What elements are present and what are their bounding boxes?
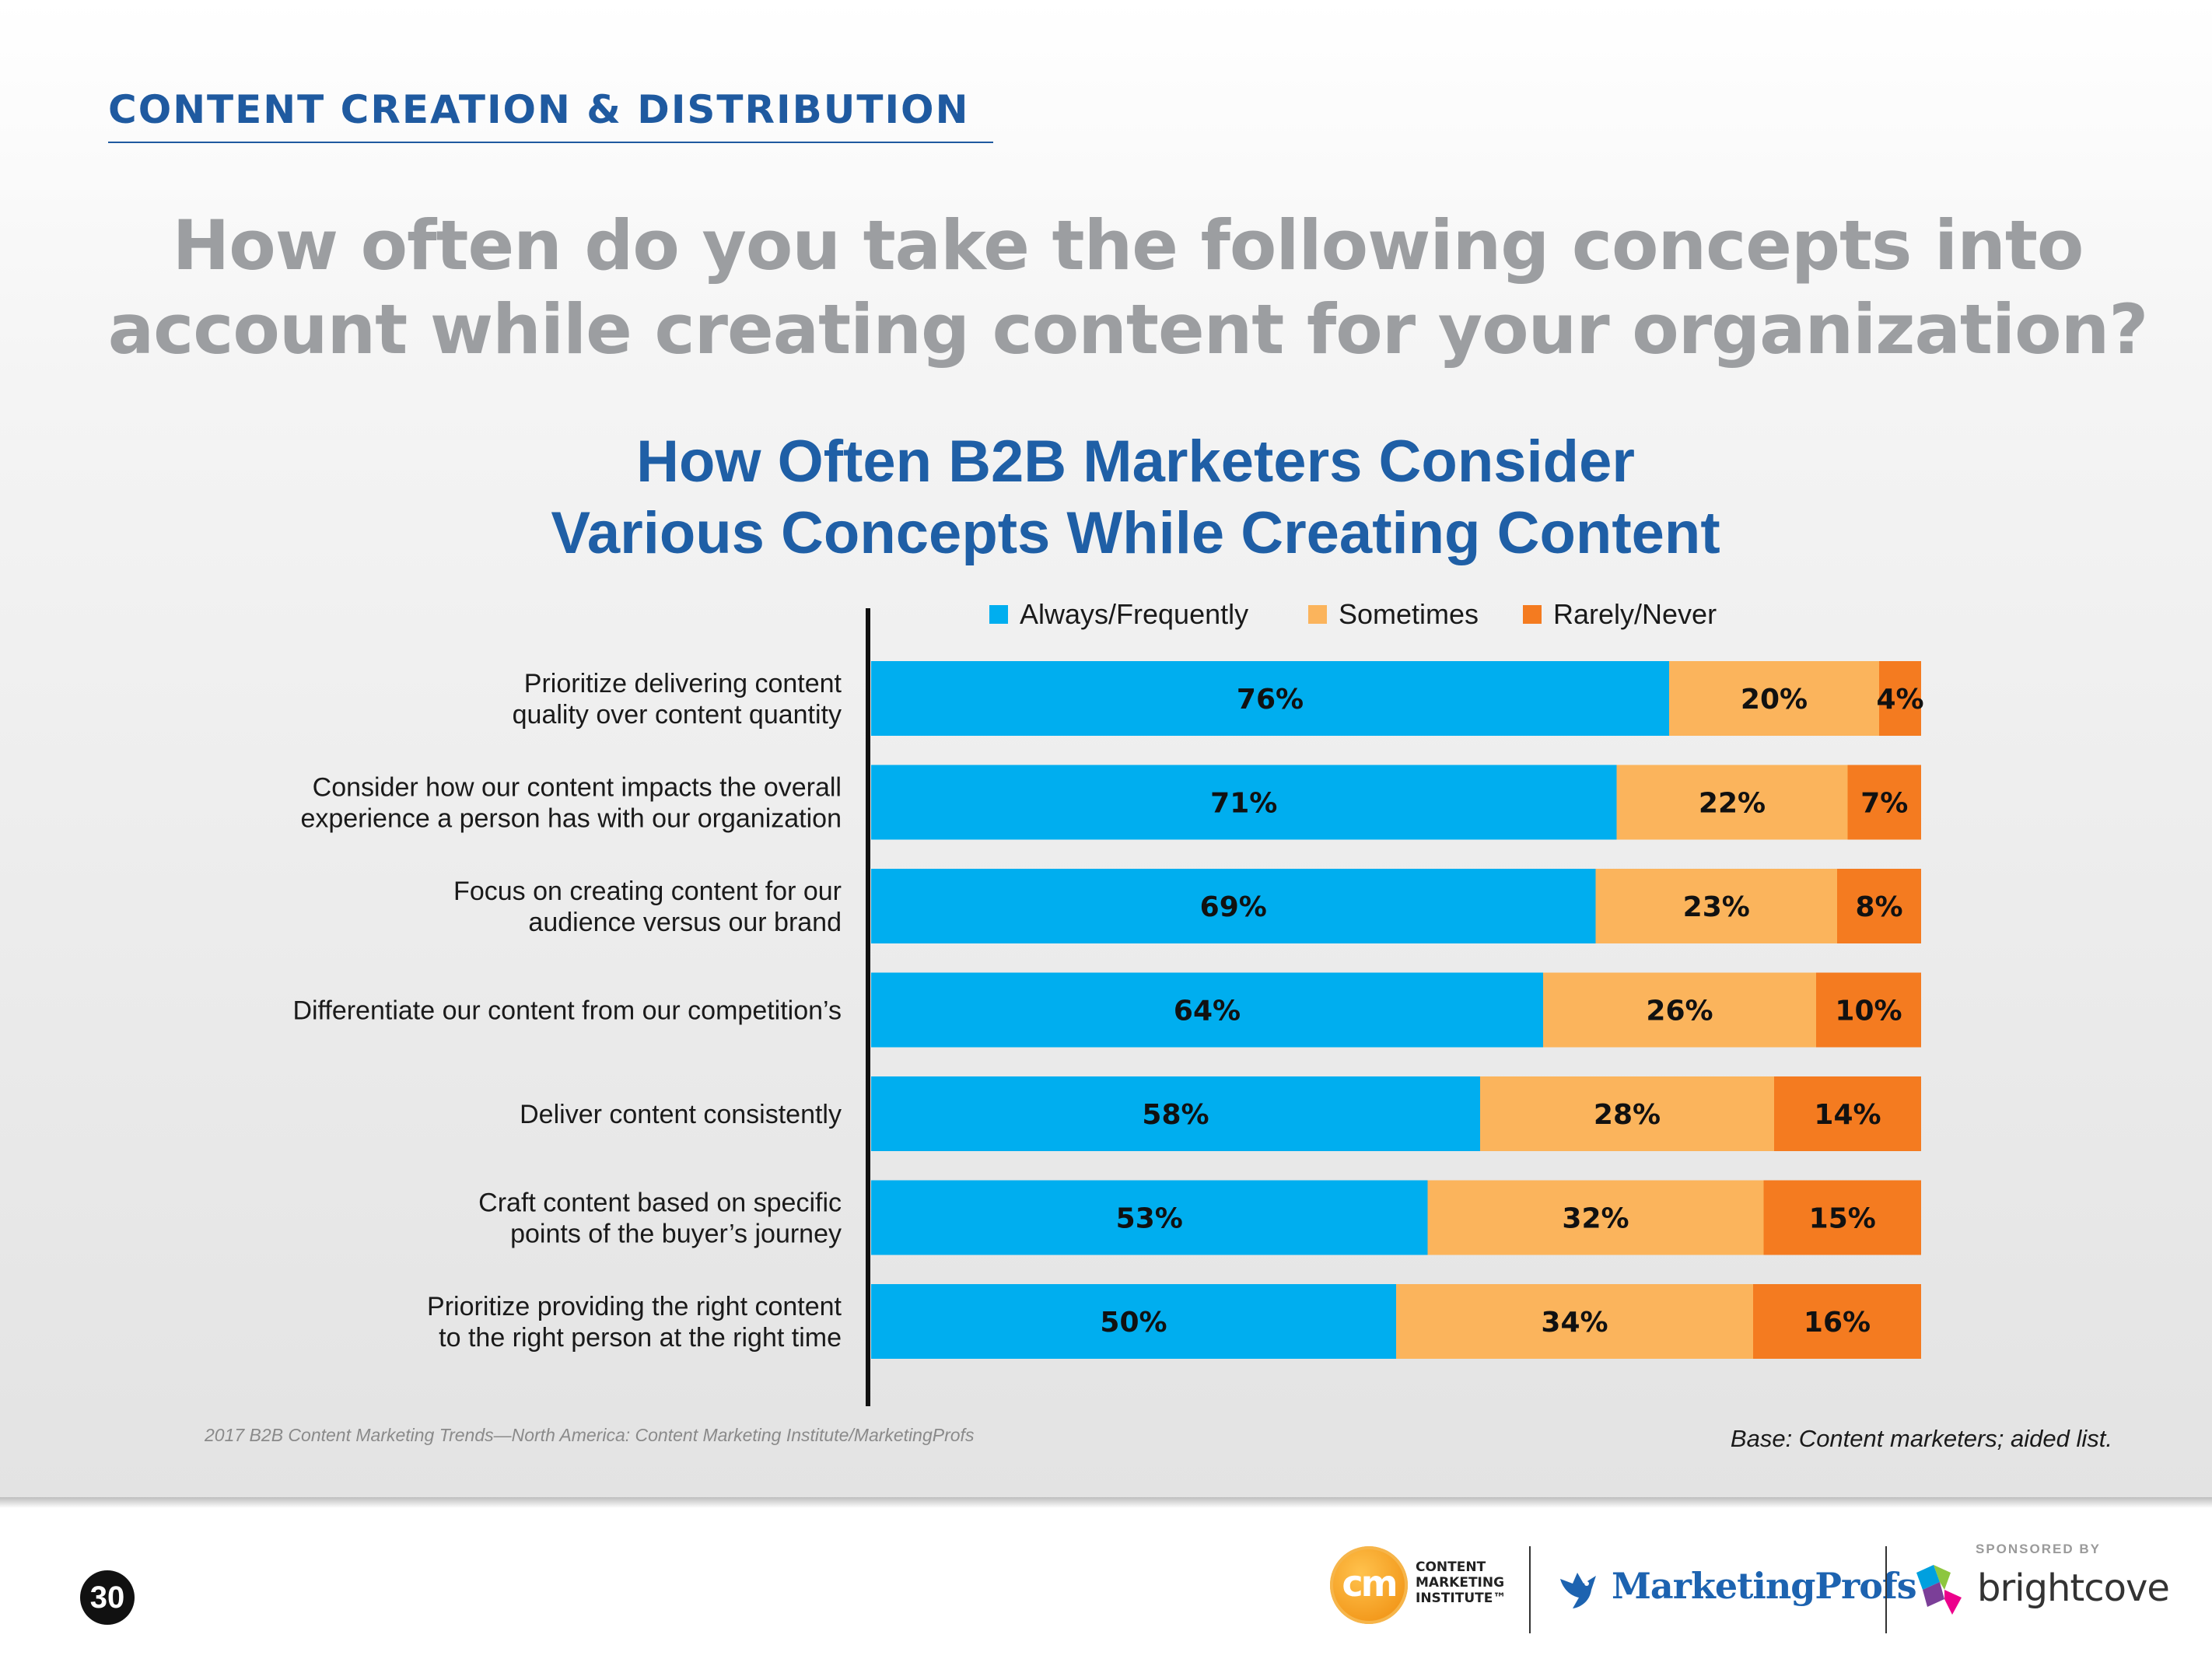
bar-segment	[871, 1076, 1480, 1151]
legend-label: Sometimes	[1339, 598, 1479, 630]
data-label: 8%	[1855, 891, 1902, 923]
bar-segment	[871, 869, 1596, 943]
bar-segment	[1763, 1180, 1921, 1255]
cmi-logo: cm CONTENT MARKETING INSTITUTE™	[1330, 1544, 1524, 1629]
survey-question-line2: account while creating content for your …	[107, 289, 2149, 369]
bar-segment	[1396, 1284, 1753, 1359]
data-label: 28%	[1594, 1099, 1661, 1131]
category-label: audience versus our brand	[528, 908, 842, 937]
category-label: Consider how our content impacts the ove…	[313, 773, 842, 803]
section-title-underline	[108, 142, 993, 143]
data-label: 32%	[1562, 1203, 1629, 1235]
bar-segment	[871, 661, 1669, 736]
category-label: Prioritize providing the right content	[427, 1292, 842, 1321]
bar-segment	[1480, 1076, 1774, 1151]
legend-label: Always/Frequently	[1020, 598, 1248, 630]
bar-segment	[1427, 1180, 1764, 1255]
legend-label: Rarely/Never	[1553, 598, 1717, 630]
data-label: 26%	[1646, 996, 1713, 1027]
bar-segment	[1616, 765, 1848, 840]
cmi-logo-circle	[1330, 1546, 1408, 1624]
chart-title-line1: How Often B2B Marketers Consider	[636, 429, 1635, 495]
bar-segment	[871, 765, 1617, 840]
data-label: 7%	[1860, 788, 1908, 820]
survey-question: How often do you take the following conc…	[62, 204, 2193, 372]
cmi-logo-wordmark: CONTENT MARKETING INSTITUTE™	[1416, 1559, 1506, 1606]
category-label: Differentiate our content from our compe…	[292, 996, 842, 1026]
marketingprofs-logo: MarketingProfs	[1556, 1556, 1917, 1626]
stacked-bar-chart: Always/Frequently Sometimes Rarely/Never Pr…	[292, 598, 1924, 1406]
bar-segment	[871, 1284, 1396, 1359]
data-label: 76%	[1237, 684, 1304, 716]
y-axis-line	[866, 608, 870, 1406]
brightcove-mark-icon	[1916, 1565, 1962, 1615]
chart-title: How Often B2B Marketers Consider Various…	[436, 426, 1836, 569]
bar-segment	[1879, 661, 1921, 736]
category-label: Focus on creating content for our	[453, 877, 842, 906]
category-label: quality over content quantity	[513, 700, 842, 730]
category-label: Prioritize delivering content	[524, 669, 842, 698]
cmi-logo-mark: cm	[1342, 1563, 1398, 1605]
category-label: Craft content based on specific	[478, 1188, 842, 1218]
data-label: 16%	[1804, 1307, 1871, 1339]
cmi-logo-line3: INSTITUTE™	[1416, 1591, 1507, 1606]
chart-title-line2: Various Concepts While Creating Content	[551, 500, 1720, 566]
sponsored-by-label: SPONSORED BY	[1976, 1542, 2101, 1556]
footer-divider	[1885, 1546, 1887, 1633]
data-label: 14%	[1814, 1099, 1881, 1131]
bar-segment	[871, 1180, 1428, 1255]
data-label: 10%	[1835, 996, 1902, 1027]
source-note: 2017 B2B Content Marketing Trends—North …	[205, 1425, 975, 1445]
legend-swatch	[989, 605, 1008, 624]
data-label: 15%	[1809, 1203, 1876, 1235]
bird-icon	[1560, 1573, 1596, 1608]
bar-segment	[871, 972, 1543, 1048]
base-note: Base: Content marketers; aided list.	[1730, 1425, 2112, 1452]
data-label: 20%	[1741, 684, 1808, 716]
bar-segment	[1774, 1076, 1921, 1151]
category-label: to the right person at the right time	[439, 1323, 842, 1353]
cmi-logo-line1: CONTENT	[1416, 1559, 1486, 1575]
data-label: 4%	[1876, 684, 1923, 716]
bar-segment	[1669, 661, 1879, 736]
section-title: CONTENT CREATION & DISTRIBUTION	[108, 87, 970, 132]
category-label: points of the buyer’s journey	[510, 1220, 842, 1249]
bar-segment	[1837, 869, 1921, 943]
legend-swatch	[1308, 605, 1327, 624]
marketingprofs-wordmark: MarketingProfs	[1612, 1565, 1917, 1607]
data-label: 64%	[1174, 996, 1241, 1027]
bar-segment	[1543, 972, 1816, 1048]
bar-segment	[1847, 765, 1921, 840]
cmi-logo-line2: MARKETING	[1416, 1575, 1505, 1591]
data-label: 71%	[1210, 788, 1277, 820]
survey-question-line1: How often do you take the following conc…	[172, 205, 2084, 285]
page-number: 30	[80, 1570, 135, 1625]
category-label: experience a person has with our organiz…	[300, 804, 842, 834]
bar-segment	[1753, 1284, 1921, 1359]
bar-segment	[1816, 972, 1921, 1048]
footer-divider	[1529, 1546, 1531, 1633]
category-label: Deliver content consistently	[520, 1100, 842, 1129]
data-label: 34%	[1541, 1307, 1608, 1339]
data-label: 23%	[1683, 891, 1750, 923]
data-label: 69%	[1200, 891, 1267, 923]
bar-segment	[1595, 869, 1837, 943]
legend-swatch	[1523, 605, 1542, 624]
data-label: 50%	[1100, 1307, 1167, 1339]
data-label: 53%	[1116, 1203, 1183, 1235]
brightcove-logo: SPONSORED BY brightcove	[1913, 1538, 2170, 1632]
brightcove-wordmark: brightcove	[1977, 1566, 2170, 1610]
slide-shadow	[0, 1497, 2212, 1508]
data-label: 58%	[1142, 1099, 1209, 1131]
data-label: 22%	[1699, 788, 1766, 820]
